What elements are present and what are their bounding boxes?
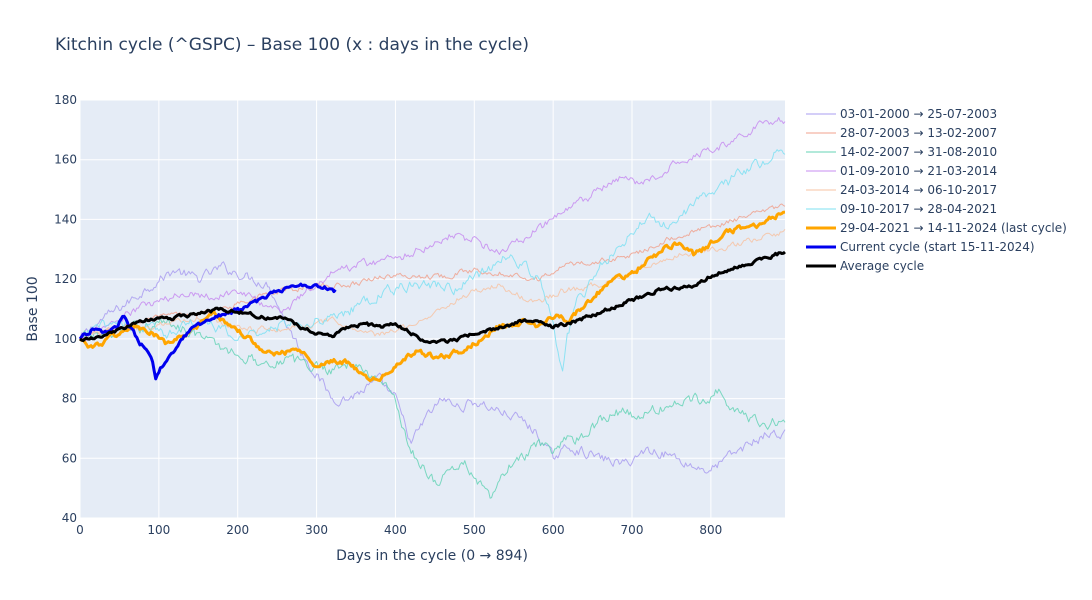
y-tick-label: 60 — [62, 451, 77, 465]
y-tick-label: 80 — [62, 392, 77, 406]
y-tick-label: 120 — [54, 272, 77, 286]
x-axis-title: Days in the cycle (0 → 894) — [336, 548, 528, 564]
series-line — [79, 250, 786, 345]
x-axis-ticks: 0 100 200 300 400 500 600 700 800 — [76, 523, 722, 537]
y-tick-label: 100 — [54, 332, 77, 346]
legend-item-label: 01-09-2010 → 21-03-2014 — [840, 164, 997, 178]
x-tick-label: 500 — [463, 523, 486, 537]
legend-item-label: 03-01-2000 → 25-07-2003 — [840, 107, 997, 121]
x-tick-label: 800 — [699, 523, 722, 537]
x-tick-label: 600 — [542, 523, 565, 537]
legend-item-label: Current cycle (start 15-11-2024) — [840, 240, 1035, 254]
series-line — [79, 261, 786, 474]
y-tick-label: 160 — [54, 153, 77, 167]
legend-item-label: 09-10-2017 → 28-04-2021 — [840, 202, 997, 216]
legend-item-label: 14-02-2007 → 31-08-2010 — [840, 145, 997, 159]
y-tick-label: 180 — [54, 93, 77, 107]
series-line — [79, 228, 786, 341]
plot-area — [80, 100, 785, 518]
legend: 03-01-2000 → 25-07-2003 28-07-2003 → 13-0… — [806, 107, 1067, 273]
x-tick-label: 300 — [305, 523, 328, 537]
chart-title: Kitchin cycle (^GSPC) – Base 100 (x : da… — [55, 35, 529, 55]
legend-item-label: 29-04-2021 → 14-11-2024 (last cycle) — [840, 221, 1067, 235]
legend-item-label: 24-03-2014 → 06-10-2017 — [840, 183, 997, 197]
x-tick-label: 200 — [226, 523, 249, 537]
series-line — [79, 317, 786, 499]
y-tick-label: 140 — [54, 212, 77, 226]
legend-item-label: Average cycle — [840, 259, 924, 273]
x-tick-label: 100 — [147, 523, 170, 537]
series-line — [79, 117, 786, 342]
series-lines — [78, 117, 786, 499]
series-line — [78, 282, 337, 381]
x-tick-label: 400 — [384, 523, 407, 537]
legend-item-label: 28-07-2003 → 13-02-2007 — [840, 126, 997, 140]
x-tick-label: 700 — [621, 523, 644, 537]
grid — [79, 99, 785, 519]
x-tick-label: 0 — [76, 523, 84, 537]
y-tick-label: 40 — [62, 511, 77, 525]
y-axis-ticks: 40 60 80 100 120 140 160 180 — [54, 93, 77, 525]
y-axis-title: Base 100 — [25, 276, 41, 341]
series-line — [78, 210, 786, 383]
